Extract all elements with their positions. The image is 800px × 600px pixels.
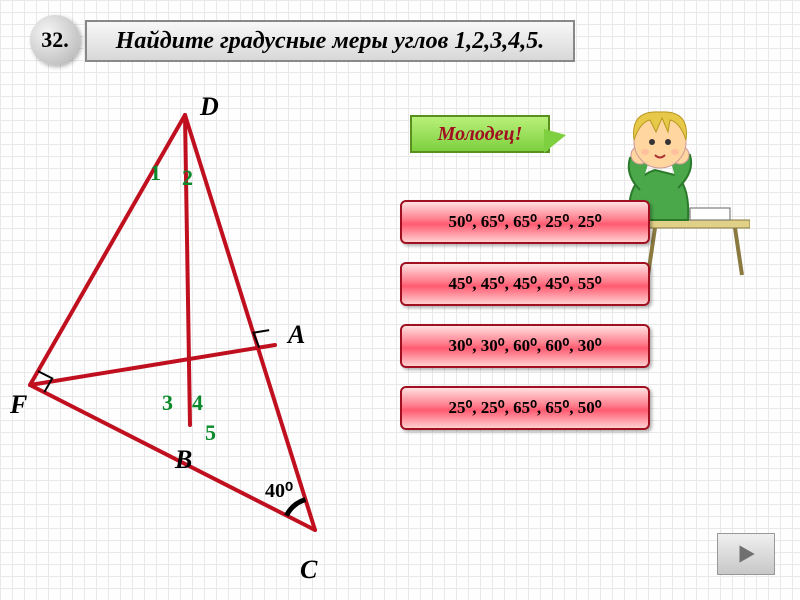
answer-option-4[interactable]: 25⁰, 25⁰, 65⁰, 65⁰, 50⁰ bbox=[400, 386, 650, 430]
problem-title-bar: Найдите градусные меры углов 1,2,3,4,5. bbox=[85, 20, 575, 62]
angle-4-label: 4 bbox=[192, 390, 203, 416]
answer-text: 50⁰, 65⁰, 65⁰, 25⁰, 25⁰ bbox=[448, 212, 601, 232]
answer-option-3[interactable]: 30⁰, 30⁰, 60⁰, 60⁰, 30⁰ bbox=[400, 324, 650, 368]
vertex-C: C bbox=[300, 555, 317, 585]
answer-list: 50⁰, 65⁰, 65⁰, 25⁰, 25⁰ 45⁰, 45⁰, 45⁰, 4… bbox=[400, 200, 650, 448]
problem-title: Найдите градусные меры углов 1,2,3,4,5. bbox=[116, 28, 545, 55]
vertex-D: D bbox=[200, 92, 219, 122]
vertex-F: F bbox=[10, 390, 27, 420]
answer-text: 45⁰, 45⁰, 45⁰, 45⁰, 55⁰ bbox=[448, 274, 601, 294]
problem-number-badge: 32. bbox=[30, 15, 80, 65]
vertex-B: B bbox=[175, 445, 192, 475]
angle-5-label: 5 bbox=[205, 420, 216, 446]
geometry-diagram: D F A B C 1 2 3 4 5 40⁰ bbox=[10, 90, 410, 590]
answer-text: 25⁰, 25⁰, 65⁰, 65⁰, 50⁰ bbox=[448, 398, 601, 418]
next-button[interactable] bbox=[717, 533, 775, 575]
answer-option-2[interactable]: 45⁰, 45⁰, 45⁰, 45⁰, 55⁰ bbox=[400, 262, 650, 306]
answer-text: 30⁰, 30⁰, 60⁰, 60⁰, 30⁰ bbox=[448, 336, 601, 356]
problem-number: 32. bbox=[41, 27, 69, 53]
angle-3-label: 3 bbox=[162, 390, 173, 416]
given-angle-label: 40⁰ bbox=[265, 478, 293, 503]
speech-bubble: Молодец! bbox=[410, 115, 550, 153]
answer-option-1[interactable]: 50⁰, 65⁰, 65⁰, 25⁰, 25⁰ bbox=[400, 200, 650, 244]
vertex-A: A bbox=[288, 320, 305, 350]
angle-2-label: 2 bbox=[182, 165, 193, 191]
angle-1-label: 1 bbox=[150, 160, 161, 186]
speech-text: Молодец! bbox=[438, 123, 523, 146]
